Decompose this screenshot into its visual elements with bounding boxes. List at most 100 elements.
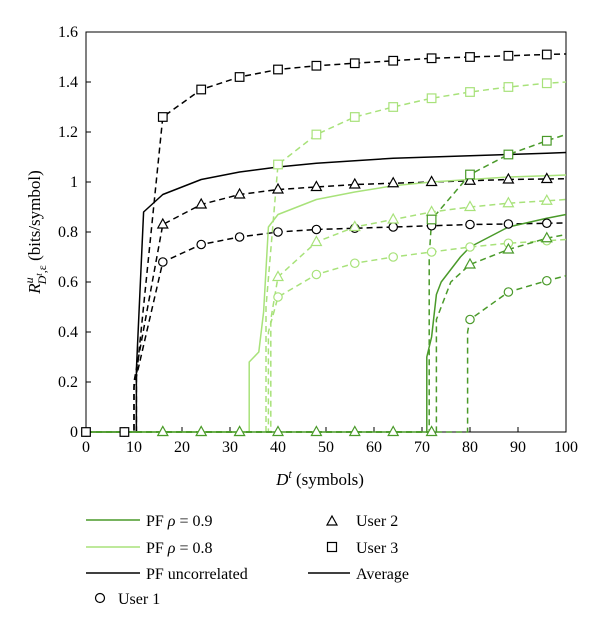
marker-uncorrelated-user-3 [503, 50, 514, 61]
marker-uncorrelated-user-3 [311, 60, 322, 71]
series-pf09-average [86, 213, 567, 433]
marker-pf08-user-1 [388, 252, 398, 262]
marker-uncorrelated-user-1 [311, 224, 322, 235]
zero-marker-pf09-triangle [156, 425, 169, 437]
y-tick-label: 0.8 [58, 224, 78, 241]
marker-uncorrelated-user-2 [195, 197, 208, 209]
legend-pf08-label: PF ρ = 0.8 [146, 540, 213, 557]
zero-marker-uncorrelated-square [119, 427, 130, 437]
marker-uncorrelated-user-3 [465, 52, 475, 62]
marker-uncorrelated-user-1 [388, 222, 398, 232]
y-tick-label: 0 [70, 424, 78, 441]
series-pf09-user-3 [86, 133, 567, 433]
legend-user1-marker [94, 592, 106, 604]
series-uncorrelated-user-3 [86, 53, 567, 433]
series-pf09-user-1 [86, 275, 567, 433]
y-tick-label: 0.2 [58, 374, 78, 391]
legend-uncorrelated: PF uncorrelated [86, 566, 248, 583]
marker-uncorrelated-user-3 [541, 49, 552, 60]
series-pf08-user-1 [86, 238, 567, 433]
marker-pf09-user-3 [541, 135, 552, 146]
legend-user3: User 3 [326, 540, 398, 557]
marker-uncorrelated-user-3 [196, 84, 207, 95]
zero-marker-pf09-triangle [387, 425, 400, 437]
marker-pf09-user-2 [502, 242, 515, 254]
marker-uncorrelated-user-2 [271, 182, 285, 194]
x-tick-label: 80 [462, 439, 478, 456]
x-tick-label: 20 [174, 439, 190, 456]
zero-marker-pf09-triangle [233, 425, 246, 437]
plot-frame [85, 31, 567, 433]
marker-uncorrelated-user-3 [388, 55, 399, 66]
marker-pf08-user-2 [540, 194, 553, 205]
marker-pf09-user-1 [503, 287, 514, 297]
legend-user2: User 2 [325, 513, 398, 530]
axes: 0 10 20 30 40 50 60 70 80 90 100 0 0.2 0.4 0.6 0.8 1 1.2 1… [58, 24, 578, 456]
legend-user2-label: User 2 [356, 513, 398, 530]
x-tick-label: 40 [270, 439, 286, 456]
legend-average: Average [308, 566, 409, 583]
marker-pf09-user-1 [541, 275, 552, 286]
marker-uncorrelated-user-2 [233, 187, 246, 199]
series-pf08-user-2 [86, 198, 567, 433]
marker-pf08-user-2 [387, 212, 400, 224]
marker-uncorrelated-user-3 [349, 58, 360, 69]
x-tick-label: 0 [82, 439, 90, 456]
legend-uncorrelated-label: PF uncorrelated [146, 566, 248, 583]
data-markers [81, 49, 553, 437]
marker-uncorrelated-user-2 [348, 177, 361, 189]
marker-pf09-user-1 [465, 314, 475, 325]
legend-user3-marker [326, 541, 338, 553]
marker-uncorrelated-user-2 [156, 217, 169, 229]
marker-pf09-user-2 [463, 257, 477, 269]
marker-pf09-user-2 [540, 231, 553, 243]
y-tick-label: 0.4 [58, 324, 78, 341]
marker-pf09-user-3 [465, 169, 475, 180]
zero-marker-pf09-triangle [310, 425, 323, 437]
legend-pf09: PF ρ = 0.9 [86, 513, 213, 530]
marker-pf09-user-3 [503, 149, 514, 160]
marker-pf08-user-1 [426, 247, 437, 257]
marker-uncorrelated-user-1 [465, 219, 475, 230]
marker-pf09-user-3 [426, 214, 437, 225]
marker-uncorrelated-user-1 [503, 219, 514, 229]
series-lines [86, 53, 567, 433]
marker-uncorrelated-user-2 [502, 172, 515, 184]
x-tick-label: 100 [554, 439, 578, 456]
zero-marker-uncorrelated-square [81, 427, 91, 437]
marker-pf08-user-2 [463, 200, 477, 212]
legend: PF ρ = 0.9 PF ρ = 0.8 PF uncorrelated Us… [86, 513, 409, 608]
marker-pf08-user-2 [348, 220, 361, 232]
x-tick-label: 10 [126, 439, 142, 456]
y-tick-label: 0.6 [58, 274, 78, 291]
marker-pf08-user-1 [311, 269, 322, 280]
series-pf08-user-3 [86, 81, 567, 433]
legend-pf09-label: PF ρ = 0.9 [146, 513, 213, 530]
marker-uncorrelated-user-2 [463, 174, 477, 185]
y-tick-label: 1 [70, 174, 78, 191]
zero-marker-pf09-triangle [348, 425, 361, 437]
y-axis-label: RuDt,ε (bits/symbol) [22, 170, 49, 295]
series-uncorrelated-user-1 [86, 222, 567, 433]
marker-pf08-user-2 [502, 196, 515, 208]
marker-uncorrelated-user-2 [310, 180, 323, 192]
legend-user1-label: User 1 [118, 591, 160, 608]
legend-user3-label: User 3 [356, 540, 398, 557]
zero-marker-pf09-triangle [425, 425, 438, 437]
zero-marker-pf09-triangle [271, 425, 285, 437]
marker-pf08-user-1 [465, 242, 475, 252]
marker-pf08-user-1 [349, 258, 360, 269]
y-tick-label: 1.6 [58, 24, 78, 41]
marker-uncorrelated-user-3 [273, 64, 283, 75]
marker-uncorrelated-user-1 [196, 239, 206, 250]
marker-uncorrelated-user-3 [234, 72, 245, 82]
marker-uncorrelated-user-1 [541, 218, 552, 229]
marker-pf08-user-2 [271, 270, 285, 282]
marker-pf08-user-3 [311, 129, 322, 140]
legend-user1: User 1 [94, 591, 160, 608]
marker-pf08-user-3 [273, 159, 283, 170]
marker-uncorrelated-user-3 [426, 53, 437, 64]
x-tick-label: 70 [414, 439, 430, 456]
zero-marker-pf09-triangle [195, 425, 208, 437]
marker-pf08-user-3 [541, 78, 552, 89]
